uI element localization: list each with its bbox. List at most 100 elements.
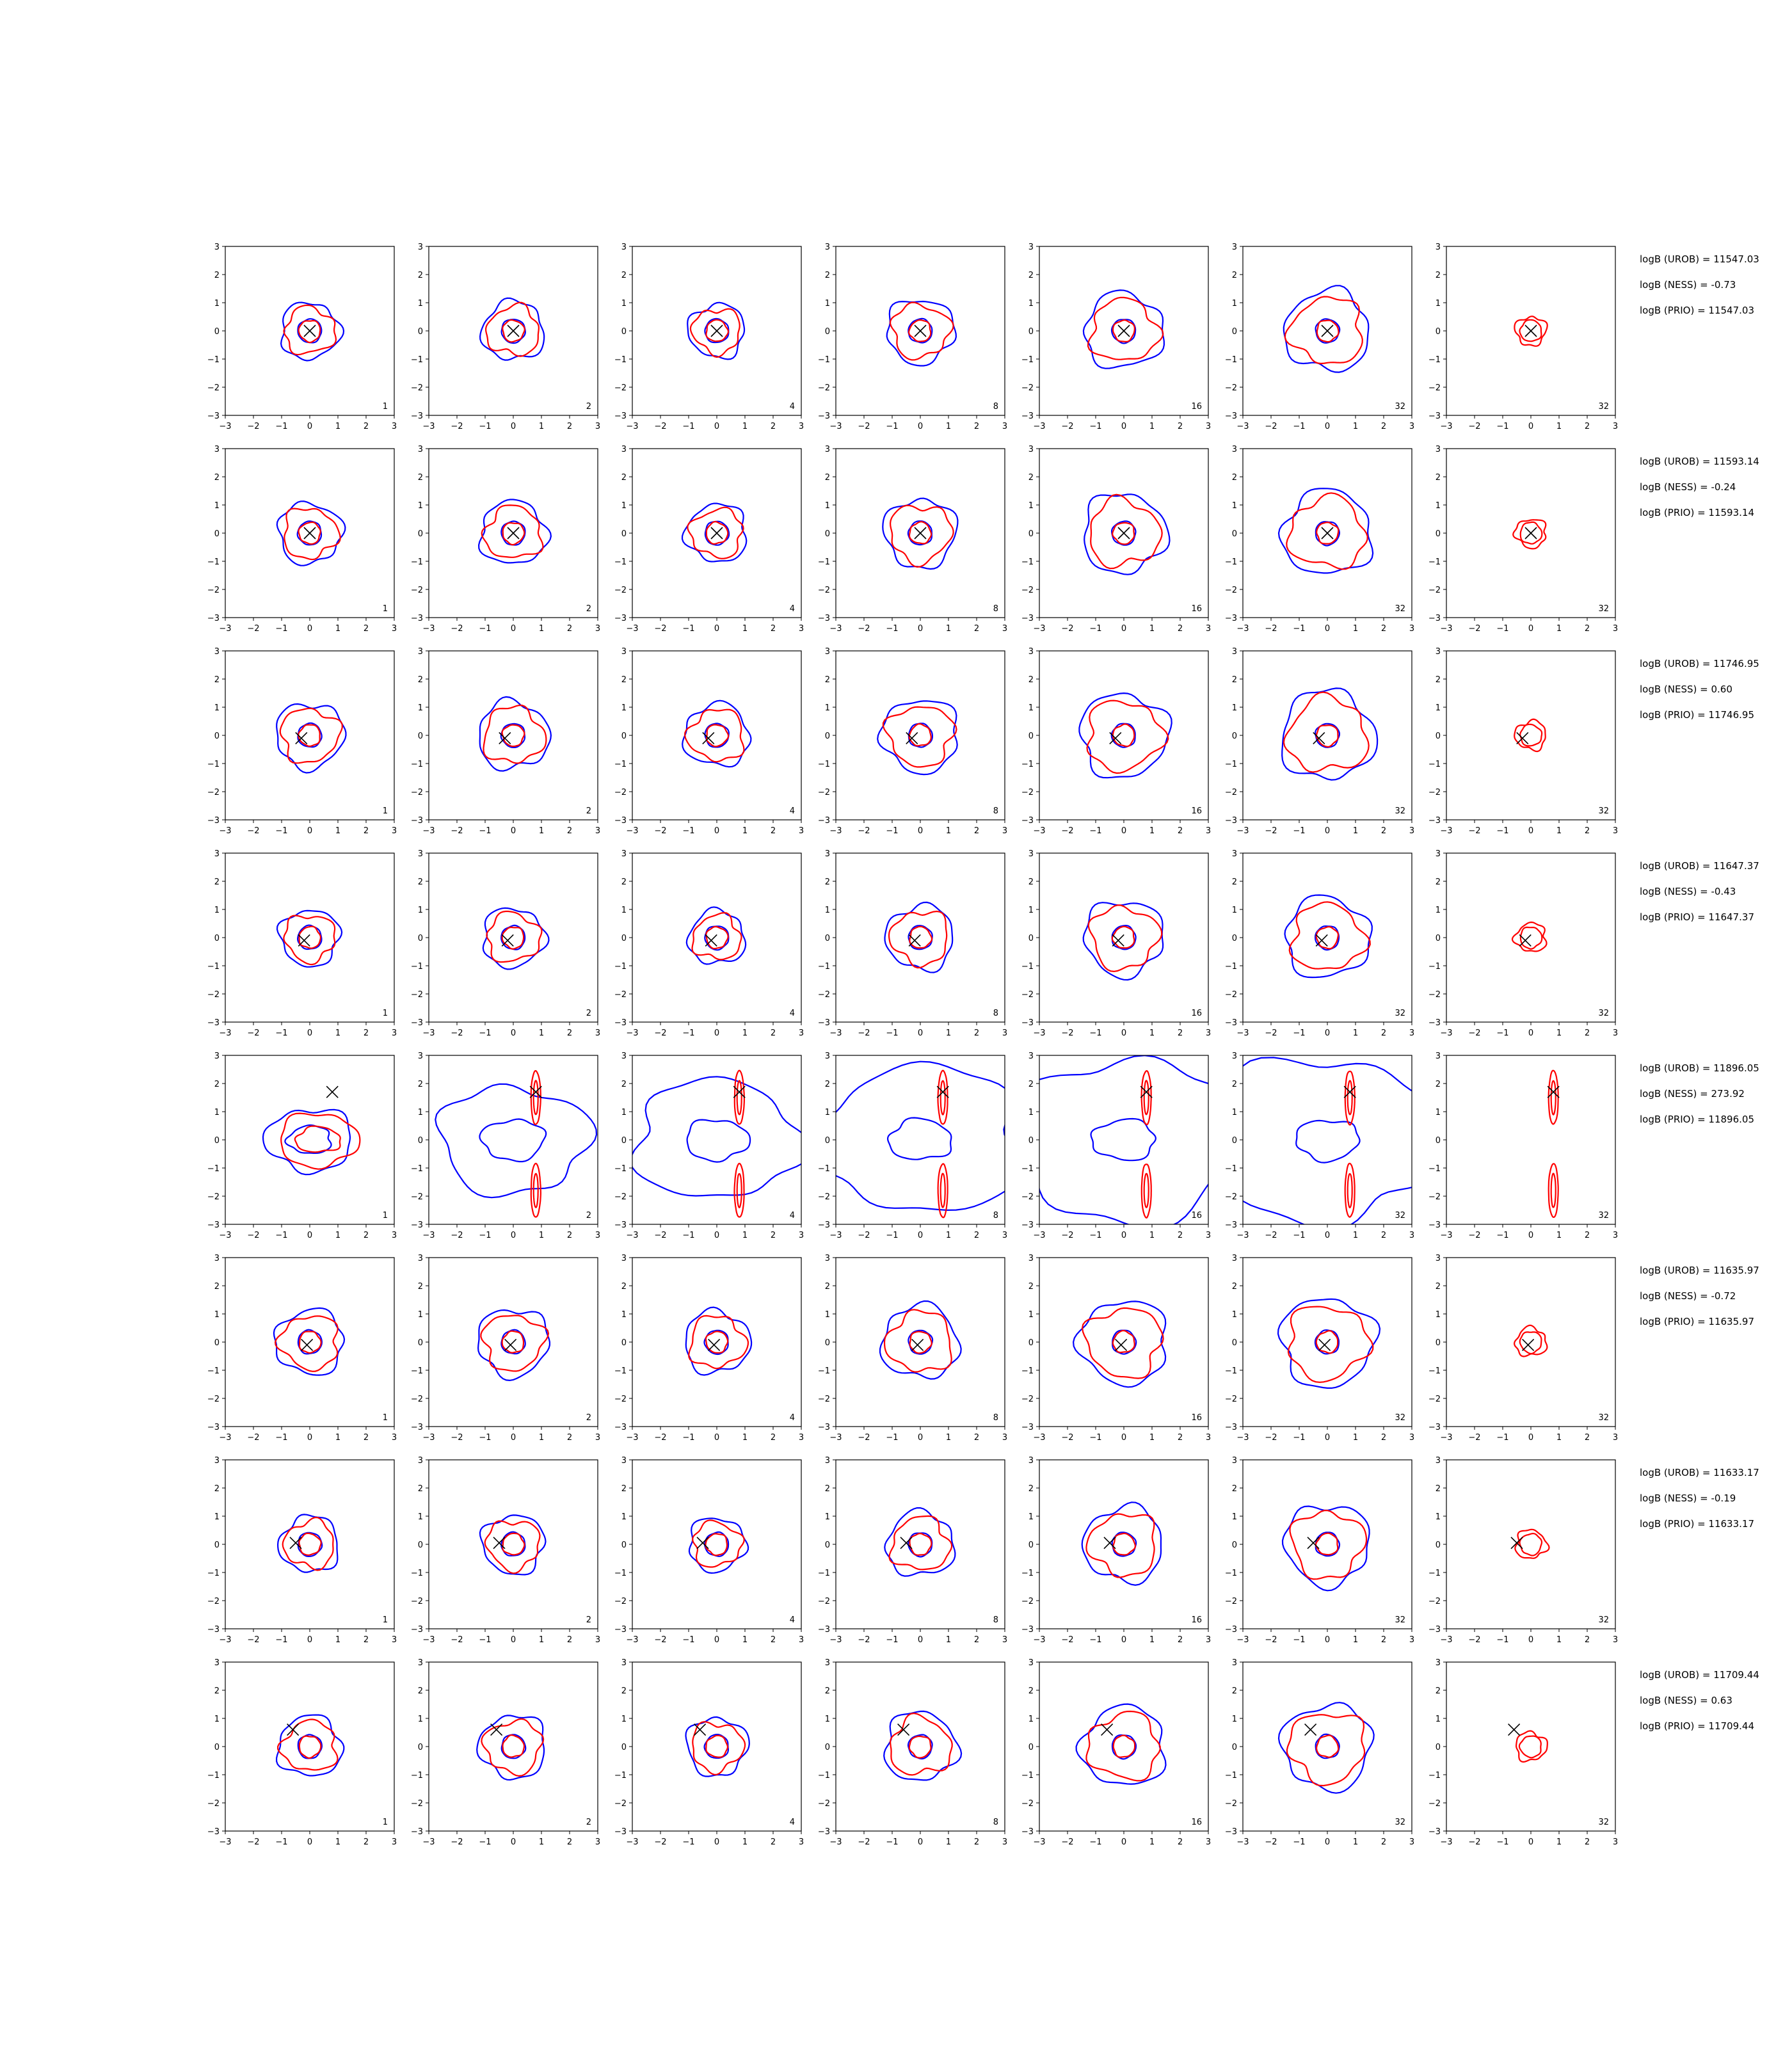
x-tick-label: −1 [886,1635,898,1645]
true-parameter-marker [298,934,310,947]
red-contour [1111,925,1135,949]
red-contour [1112,723,1135,748]
x-tick-label: 0 [307,1433,312,1443]
red-contour [1085,1513,1155,1578]
plot-area [685,1306,753,1376]
true-parameter-marker [295,732,308,744]
y-tick-label: −2 [1021,586,1034,595]
axes-frame [1242,1661,1412,1832]
y-tick-label: −3 [411,1423,423,1432]
plot-area [482,907,550,970]
red-contour [282,1516,334,1571]
x-tick-label: −1 [1496,1231,1508,1240]
y-tick-label: −1 [614,760,627,769]
red-contour [1548,1069,1559,1125]
true-parameter-marker [303,527,316,540]
x-tick-label: −3 [1033,1028,1045,1038]
y-tick-label: −3 [1021,816,1034,826]
y-tick-label: 0 [1232,934,1237,943]
y-tick-label: 2 [214,271,220,280]
y-tick-label: 1 [621,1512,627,1522]
axes-frame [632,650,802,820]
blue-contour [877,700,958,776]
subplot: −3−3 −2 −2 −1 −1 0 0 1 1 2 2 3 3 32 [1225,445,1414,634]
y-tick-label: −1 [207,1771,220,1780]
blue-contour [1039,1055,1208,1224]
subplot: −3−3 −2 −2 −1 −1 0 0 1 1 2 2 3 3 16 [1021,1254,1211,1443]
x-tick-label: 1 [1149,624,1155,634]
y-tick-label: −1 [411,760,423,769]
x-tick-label: 1 [946,624,951,634]
y-tick-label: −2 [1225,1192,1237,1202]
x-tick-label: −1 [886,826,898,836]
x-tick-label: −1 [1089,422,1101,431]
x-tick-label: 2 [1381,624,1386,634]
subplot-corner-label: 32 [1598,806,1609,816]
x-tick-label: 2 [1585,1837,1590,1847]
y-tick-label: −2 [411,1597,423,1606]
red-contour [705,925,729,950]
x-tick-label: 2 [771,1231,776,1240]
blue-contour [1082,902,1164,981]
logb-annotation: logB (NESS) = 0.63 [1640,1695,1732,1706]
x-tick-label: 2 [1381,1837,1386,1847]
y-tick-label: −3 [1021,1625,1034,1635]
subplot: −3−3 −2 −2 −1 −1 0 0 1 1 2 2 3 3 16 [1021,1052,1211,1240]
x-tick-label: −1 [1089,826,1101,836]
blue-contour [1075,1703,1167,1785]
x-tick-label: −2 [451,1635,463,1645]
x-tick-label: −2 [654,826,666,836]
plot-area [884,901,954,973]
x-tick-label: 2 [567,422,572,431]
red-contour [940,1080,946,1116]
red-contour [484,1520,541,1574]
subplot-corner-label: 8 [993,1818,998,1827]
y-tick-label: −3 [1021,1423,1034,1432]
subplot-corner-label: 32 [1395,1009,1405,1018]
y-tick-label: 3 [621,243,627,252]
x-tick-label: −1 [886,1231,898,1240]
y-tick-label: −3 [818,1827,830,1837]
plot-area [1084,493,1171,575]
x-tick-label: −1 [479,1433,491,1443]
x-tick-label: 3 [1409,1837,1414,1847]
logb-annotation: logB (NESS) = 0.60 [1640,684,1732,695]
blue-contour [1315,318,1341,344]
true-parameter-marker [1117,527,1130,540]
x-tick-label: 2 [771,1837,776,1847]
x-tick-label: 1 [1556,624,1562,634]
y-tick-label: 1 [214,1108,220,1117]
y-tick-label: 1 [621,1310,627,1320]
subplot: −3−3 −2 −2 −1 −1 0 0 1 1 2 2 3 3 32 [1428,243,1618,431]
subplot-corner-label: 1 [383,402,388,412]
y-tick-label: 3 [1436,445,1441,454]
x-tick-label: −1 [1089,1231,1101,1240]
x-tick-label: 0 [918,1231,923,1240]
y-tick-label: 0 [1028,1338,1034,1348]
x-tick-label: −2 [858,1231,870,1240]
x-tick-label: 3 [595,1837,600,1847]
true-parameter-marker [303,324,316,337]
y-tick-label: −2 [1021,1192,1034,1202]
y-tick-label: −2 [1021,383,1034,393]
plot-area [1514,316,1548,347]
y-tick-label: 2 [1232,1282,1237,1292]
x-tick-label: 2 [771,826,776,836]
red-contour [484,301,540,357]
x-tick-label: 0 [714,826,719,836]
y-tick-label: −3 [614,1423,627,1432]
axes-frame [225,1459,395,1629]
x-tick-label: 1 [335,1028,340,1038]
x-tick-label: 1 [539,826,544,836]
subplot-corner-label: 4 [790,1413,795,1423]
true-parameter-marker [1315,934,1328,947]
blue-contour [435,1083,598,1199]
blue-contour [886,1117,952,1160]
red-contour [1512,519,1547,550]
blue-contour [500,723,526,748]
blue-contour [276,909,343,968]
blue-contour [1111,1532,1137,1557]
